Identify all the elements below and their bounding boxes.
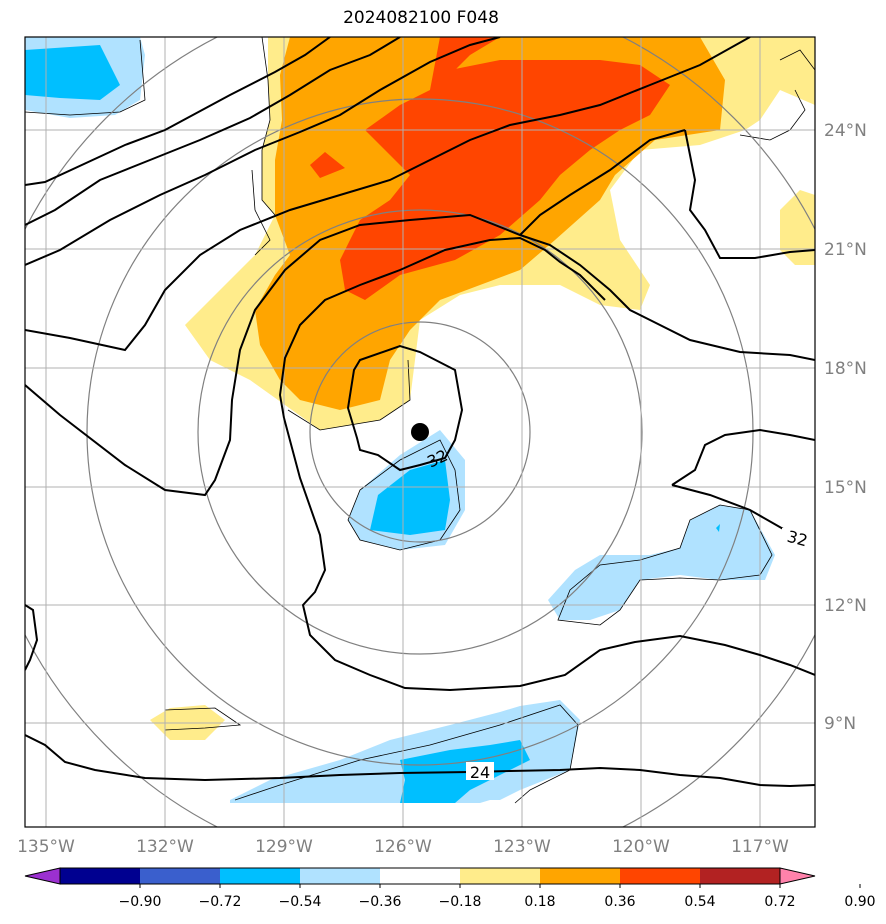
colorbar-tick-label: −0.36 <box>359 894 402 910</box>
map-title: 2024082100 F048 <box>343 8 499 28</box>
colorbar-tick-label: 0.72 <box>764 894 795 910</box>
range-rings <box>25 37 815 827</box>
lon-tick-label: 117°W <box>731 837 789 857</box>
map-frame <box>24 36 816 828</box>
colorbar-swatch <box>60 868 141 884</box>
colorbar-tick-label: 0.18 <box>524 894 555 910</box>
lon-tick-label: 126°W <box>374 837 432 857</box>
lon-tick-label: 135°W <box>17 837 75 857</box>
lon-tick-label: 120°W <box>612 837 670 857</box>
storm-center-marker <box>411 423 429 441</box>
lat-tick-label: 12°N <box>824 596 867 616</box>
lat-tick-label: 15°N <box>824 478 867 498</box>
lat-tick-label: 24°N <box>824 121 867 141</box>
colorbar-swatch <box>380 868 461 884</box>
colorbar-extend-high <box>780 868 815 884</box>
colorbar-tick-label: 0.90 <box>844 894 875 910</box>
colorbar-tick-label: −0.54 <box>279 894 322 910</box>
lon-tick-label: 132°W <box>136 837 194 857</box>
colorbar-swatch <box>140 868 221 884</box>
colorbar-extend-low <box>25 868 60 884</box>
height-contours <box>25 37 815 788</box>
colorbar-tick-label: −0.72 <box>199 894 242 910</box>
colorbar-tick-label: 0.54 <box>684 894 715 910</box>
contour-label: 24 <box>470 763 490 782</box>
lon-axis: 135°W 132°W 129°W 126°W 123°W 120°W 117°… <box>17 837 789 857</box>
colorbar-swatch <box>700 868 781 884</box>
colorbar: −0.90 −0.72 −0.54 −0.36 −0.18 0.18 0.36 0.54 0.7… <box>24 867 876 910</box>
lon-tick-label: 129°W <box>255 837 313 857</box>
map-area <box>25 37 815 827</box>
colorbar-swatch <box>460 868 541 884</box>
lat-tick-label: 9°N <box>824 714 856 734</box>
colorbar-tick-label: −0.90 <box>119 894 162 910</box>
lat-axis: 24°N 21°N 18°N 15°N 12°N 9°N <box>824 121 867 734</box>
lat-tick-label: 21°N <box>824 240 867 260</box>
colorbar-swatch <box>620 868 701 884</box>
colorbar-swatch <box>300 868 381 884</box>
lon-tick-label: 123°W <box>493 837 551 857</box>
colorbar-swatch <box>540 868 621 884</box>
colorbar-tick-label: −0.18 <box>439 894 482 910</box>
lat-tick-label: 18°N <box>824 359 867 379</box>
shading-red <box>310 37 670 300</box>
colorbar-swatch <box>220 868 301 884</box>
contour-label: 32 <box>785 527 810 551</box>
colorbar-tick-label: 0.36 <box>604 894 635 910</box>
